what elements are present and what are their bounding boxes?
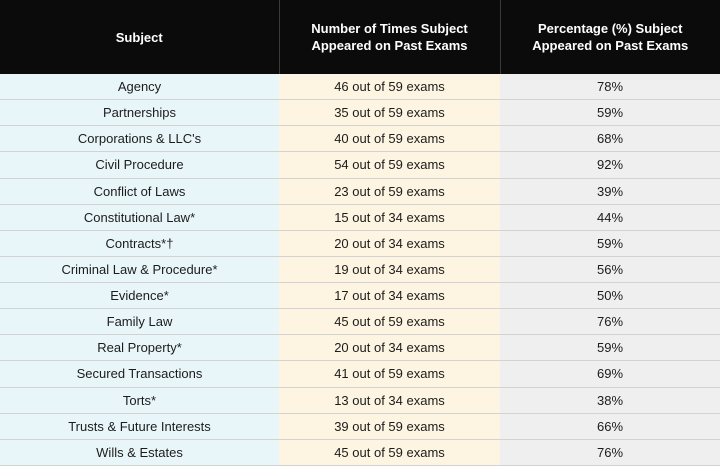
- times-cell: 54 out of 59 exams: [279, 151, 500, 179]
- percent-cell: 59%: [500, 230, 720, 257]
- table-row: Civil Procedure 54 out of 59 exams 92%: [0, 151, 720, 179]
- header-times: Number of Times Subject Appeared on Past…: [279, 0, 501, 74]
- subject-cell: Secured Transactions: [0, 360, 279, 388]
- subject-cell: Evidence*: [0, 282, 279, 310]
- subject-cell: Agency: [0, 74, 279, 101]
- percent-cell: 59%: [500, 334, 720, 362]
- times-cell: 17 out of 34 exams: [279, 282, 500, 310]
- table-row: Real Property* 20 out of 34 exams 59%: [0, 334, 720, 362]
- percent-cell: 92%: [500, 151, 720, 179]
- table-row: Evidence* 17 out of 34 exams 50%: [0, 282, 720, 310]
- table-row: Partnerships 35 out of 59 exams 59%: [0, 99, 720, 127]
- table-header: Subject Number of Times Subject Appeared…: [0, 0, 720, 74]
- percent-cell: 68%: [500, 125, 720, 153]
- subject-cell: Contracts*†: [0, 230, 279, 257]
- subject-cell: Criminal Law & Procedure*: [0, 256, 279, 284]
- times-cell: 46 out of 59 exams: [279, 74, 500, 101]
- times-cell: 15 out of 34 exams: [279, 204, 500, 231]
- times-cell: 20 out of 34 exams: [279, 230, 500, 257]
- percent-cell: 50%: [500, 282, 720, 310]
- percent-cell: 39%: [500, 178, 720, 205]
- table-row: Secured Transactions 41 out of 59 exams 69…: [0, 360, 720, 388]
- table-row: Conflict of Laws 23 out of 59 exams 39%: [0, 178, 720, 205]
- times-cell: 13 out of 34 exams: [279, 387, 500, 414]
- subject-cell: Torts*: [0, 387, 279, 414]
- times-cell: 45 out of 59 exams: [279, 308, 500, 336]
- header-row: Subject Number of Times Subject Appeared…: [0, 0, 720, 74]
- subject-cell: Wills & Estates: [0, 439, 279, 466]
- times-cell: 23 out of 59 exams: [279, 178, 500, 205]
- table-row: Family Law 45 out of 59 exams 76%: [0, 308, 720, 336]
- subject-cell: Trusts & Future Interests: [0, 413, 279, 440]
- subject-cell: Partnerships: [0, 99, 279, 127]
- header-percent: Percentage (%) Subject Appeared on Past …: [500, 0, 720, 74]
- percent-cell: 56%: [500, 256, 720, 284]
- table-row: Trusts & Future Interests 39 out of 59 ex…: [0, 413, 720, 440]
- table-row: Criminal Law & Procedure* 19 out of 34 ex…: [0, 256, 720, 284]
- table-row: Contracts*† 20 out of 34 exams 59%: [0, 230, 720, 257]
- subject-cell: Conflict of Laws: [0, 178, 279, 205]
- percent-cell: 76%: [500, 308, 720, 336]
- table-body: Agency 46 out of 59 exams 78% Partnerships 3…: [0, 74, 720, 466]
- times-cell: 35 out of 59 exams: [279, 99, 500, 127]
- percent-cell: 59%: [500, 99, 720, 127]
- subject-cell: Real Property*: [0, 334, 279, 362]
- subject-cell: Family Law: [0, 308, 279, 336]
- times-cell: 41 out of 59 exams: [279, 360, 500, 388]
- table-row: Constitutional Law* 15 out of 34 exams 44%: [0, 204, 720, 231]
- times-cell: 40 out of 59 exams: [279, 125, 500, 153]
- percent-cell: 44%: [500, 204, 720, 231]
- table-row: Torts* 13 out of 34 exams 38%: [0, 387, 720, 414]
- percent-cell: 76%: [500, 439, 720, 466]
- subject-cell: Civil Procedure: [0, 151, 279, 179]
- percent-cell: 38%: [500, 387, 720, 414]
- times-cell: 19 out of 34 exams: [279, 256, 500, 284]
- table-row: Agency 46 out of 59 exams 78%: [0, 74, 720, 101]
- percent-cell: 69%: [500, 360, 720, 388]
- subject-cell: Corporations & LLC's: [0, 125, 279, 153]
- percent-cell: 66%: [500, 413, 720, 440]
- header-subject: Subject: [0, 0, 280, 74]
- percent-cell: 78%: [500, 74, 720, 101]
- subject-cell: Constitutional Law*: [0, 204, 279, 231]
- table-row: Corporations & LLC's 40 out of 59 exams 68…: [0, 125, 720, 153]
- times-cell: 20 out of 34 exams: [279, 334, 500, 362]
- times-cell: 39 out of 59 exams: [279, 413, 500, 440]
- times-cell: 45 out of 59 exams: [279, 439, 500, 466]
- table-row: Wills & Estates 45 out of 59 exams 76%: [0, 439, 720, 466]
